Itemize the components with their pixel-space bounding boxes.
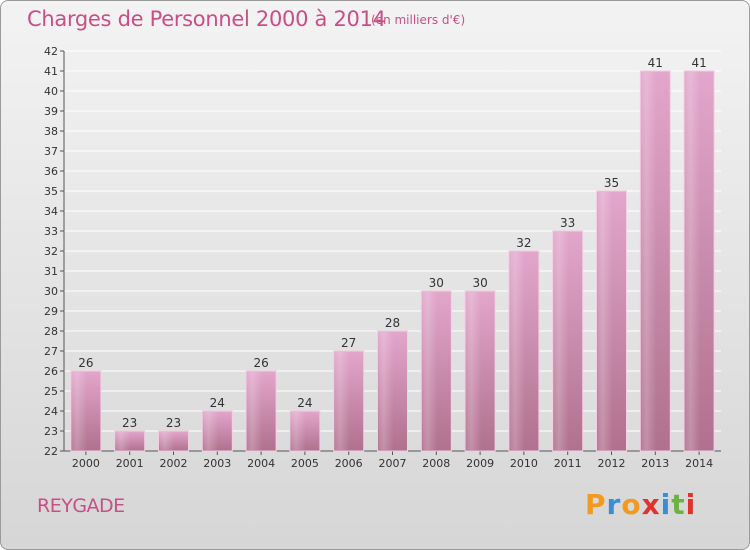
bar-highlight — [247, 372, 263, 450]
y-tick-label: 32 — [44, 245, 58, 258]
y-tick-label: 33 — [44, 225, 58, 238]
data-label: 27 — [341, 336, 356, 350]
bar-highlight — [71, 372, 87, 450]
logo-letter: i — [685, 488, 697, 521]
y-tick-label: 42 — [44, 45, 58, 58]
y-tick-label: 31 — [44, 265, 58, 278]
x-tick-label: 2006 — [335, 457, 363, 470]
x-tick-label: 2010 — [510, 457, 538, 470]
data-labels: 26 23 23 24 26 24 27 28 30 30 32 33 35 41 41 — [78, 56, 706, 430]
data-label: 23 — [166, 416, 181, 430]
y-tick-label: 27 — [44, 345, 58, 358]
y-tick-label: 24 — [44, 405, 58, 418]
y-tick-label: 34 — [44, 205, 58, 218]
y-tick-label: 25 — [44, 385, 58, 398]
y-tick-label: 23 — [44, 425, 58, 438]
bar-highlight — [422, 292, 438, 450]
bar-highlight — [597, 192, 613, 450]
data-label: 30 — [429, 276, 444, 290]
chart-unit: (en milliers d'€) — [371, 13, 466, 27]
bars — [70, 70, 715, 452]
x-tick-label: 2004 — [247, 457, 275, 470]
y-tick-label: 41 — [44, 65, 58, 78]
data-label: 30 — [472, 276, 487, 290]
data-label: 41 — [648, 56, 663, 70]
data-label: 33 — [560, 216, 575, 230]
bar-highlight — [334, 352, 350, 450]
x-tick-label: 2003 — [203, 457, 231, 470]
x-tick-label: 2001 — [116, 457, 144, 470]
bar-highlight — [378, 332, 394, 450]
y-tick-label: 30 — [44, 285, 58, 298]
commune-name: REYGADE — [37, 495, 125, 517]
x-tick-label: 2005 — [291, 457, 319, 470]
y-tick-label: 22 — [44, 445, 58, 458]
logo-letter: r — [606, 488, 622, 521]
logo-letter: i — [660, 488, 672, 521]
y-tick-label: 29 — [44, 305, 58, 318]
bar-highlight — [553, 232, 569, 450]
logo-letter: x — [641, 488, 661, 521]
proxiti-logo: Proxiti — [585, 488, 696, 521]
data-label: 24 — [297, 396, 312, 410]
y-tick-label: 26 — [44, 365, 58, 378]
x-tick-label: 2007 — [379, 457, 407, 470]
data-label: 41 — [691, 56, 706, 70]
data-label: 35 — [604, 176, 619, 190]
bar-highlight — [115, 432, 131, 450]
bar-highlight — [685, 72, 701, 450]
data-label: 24 — [210, 396, 225, 410]
chart-title: Charges de Personnel 2000 à 2014 — [27, 7, 386, 31]
logo-letter: P — [585, 488, 607, 521]
bar-highlight — [203, 412, 219, 450]
logo-letter: o — [621, 488, 642, 521]
x-tick-label: 2011 — [554, 457, 582, 470]
x-tick-label: 2009 — [466, 457, 494, 470]
bar-highlight — [159, 432, 175, 450]
axes: 22 23 24 25 26 27 28 29 30 31 32 33 34 35 36 37 38 39 40 41… — [44, 45, 721, 470]
bar-highlight — [290, 412, 306, 450]
y-tick-label: 35 — [44, 185, 58, 198]
y-tick-label: 39 — [44, 105, 58, 118]
data-label: 26 — [78, 356, 93, 370]
data-label: 32 — [516, 236, 531, 250]
logo-letter: t — [671, 488, 686, 521]
data-label: 26 — [253, 356, 268, 370]
x-tick-label: 2014 — [685, 457, 713, 470]
y-tick-label: 40 — [44, 85, 58, 98]
y-tick-label: 38 — [44, 125, 58, 138]
data-label: 28 — [385, 316, 400, 330]
x-tick-label: 2000 — [72, 457, 100, 470]
x-tick-label: 2002 — [160, 457, 188, 470]
x-tick-label: 2012 — [598, 457, 626, 470]
y-tick-label: 37 — [44, 145, 58, 158]
y-tick-label: 28 — [44, 325, 58, 338]
y-tick-label: 36 — [44, 165, 58, 178]
bar-highlight — [509, 252, 525, 450]
data-label: 23 — [122, 416, 137, 430]
x-tick-label: 2013 — [641, 457, 669, 470]
bar-highlight — [641, 72, 657, 450]
x-tick-label: 2008 — [422, 457, 450, 470]
bar-highlight — [466, 292, 482, 450]
